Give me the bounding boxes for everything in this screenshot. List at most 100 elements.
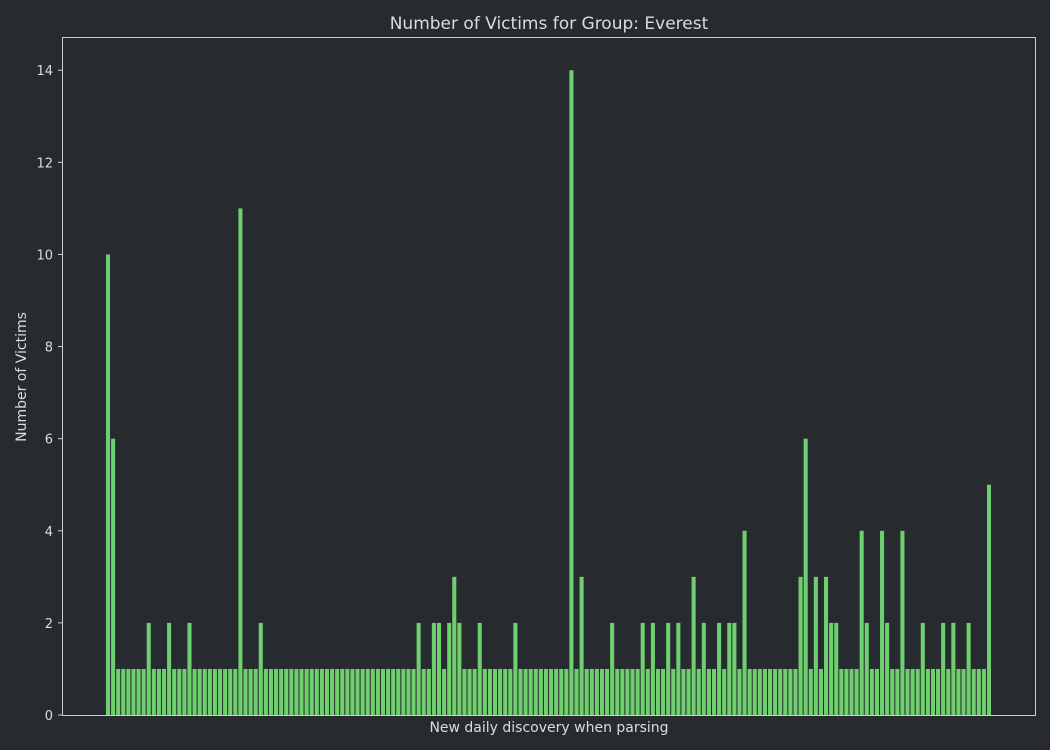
bar bbox=[498, 668, 503, 715]
bar bbox=[533, 668, 538, 715]
bar bbox=[228, 668, 233, 715]
bar bbox=[635, 668, 640, 715]
bar bbox=[793, 668, 798, 715]
bar bbox=[722, 668, 727, 715]
bar bbox=[513, 622, 518, 715]
bar bbox=[177, 668, 182, 715]
bar bbox=[197, 668, 202, 715]
bar bbox=[452, 576, 457, 715]
bar bbox=[976, 668, 981, 715]
bar bbox=[151, 668, 156, 715]
bar bbox=[956, 668, 961, 715]
bar bbox=[666, 622, 671, 715]
bar bbox=[187, 622, 192, 715]
bar bbox=[610, 622, 615, 715]
y-axis: 0 2 4 6 8 10 12 14 bbox=[36, 64, 63, 724]
bar bbox=[477, 622, 482, 715]
y-tick-label: 12 bbox=[36, 156, 53, 171]
bar bbox=[625, 668, 630, 715]
bar bbox=[655, 668, 661, 715]
bar bbox=[508, 668, 513, 715]
bar bbox=[574, 668, 579, 715]
bar bbox=[146, 622, 151, 715]
bar bbox=[671, 668, 676, 715]
bar bbox=[762, 668, 767, 715]
bar bbox=[503, 668, 508, 715]
bar bbox=[538, 668, 543, 715]
bar bbox=[615, 668, 620, 715]
bar bbox=[518, 668, 523, 715]
bar bbox=[401, 668, 406, 715]
bar bbox=[691, 576, 696, 715]
bar bbox=[767, 668, 773, 715]
bar bbox=[426, 668, 431, 715]
bar bbox=[274, 668, 279, 715]
bar bbox=[116, 668, 121, 715]
bar bbox=[844, 668, 849, 715]
bar bbox=[258, 622, 263, 715]
bar bbox=[661, 668, 666, 715]
bar bbox=[854, 668, 859, 715]
bar bbox=[263, 668, 268, 715]
bar bbox=[788, 668, 793, 715]
bar bbox=[284, 668, 289, 715]
bar bbox=[543, 668, 548, 715]
y-tick-label: 10 bbox=[36, 248, 53, 263]
bar bbox=[930, 668, 936, 715]
bar bbox=[233, 668, 238, 715]
bar bbox=[105, 254, 111, 715]
bar bbox=[829, 622, 834, 715]
bar bbox=[406, 668, 411, 715]
bar bbox=[279, 668, 284, 715]
bar bbox=[864, 622, 869, 715]
y-tick-label: 6 bbox=[45, 433, 53, 448]
bar bbox=[136, 668, 141, 715]
bar bbox=[783, 668, 788, 715]
bar bbox=[182, 668, 187, 715]
bar bbox=[961, 668, 966, 715]
bar bbox=[569, 70, 574, 716]
bar bbox=[523, 668, 528, 715]
bar bbox=[890, 668, 895, 715]
bar bbox=[706, 668, 711, 715]
bar bbox=[732, 622, 737, 715]
bars-group bbox=[105, 70, 992, 716]
bar bbox=[981, 668, 986, 715]
bar bbox=[167, 622, 172, 715]
bar bbox=[370, 668, 375, 715]
bar bbox=[212, 668, 217, 715]
bar bbox=[605, 668, 610, 715]
bar bbox=[885, 622, 890, 715]
bar bbox=[778, 668, 783, 715]
bar bbox=[472, 668, 477, 715]
bar bbox=[773, 668, 778, 715]
bar bbox=[238, 208, 243, 715]
bar bbox=[161, 668, 167, 715]
bar bbox=[447, 622, 452, 715]
bar bbox=[589, 668, 594, 715]
plot-frame bbox=[62, 37, 1036, 716]
bar bbox=[396, 668, 401, 715]
bar bbox=[314, 668, 319, 715]
bar bbox=[126, 668, 131, 715]
bar bbox=[207, 668, 212, 715]
bar bbox=[299, 668, 304, 715]
bar bbox=[345, 668, 350, 715]
chart-title: Number of Victims for Group: Everest bbox=[390, 14, 709, 34]
bar bbox=[324, 668, 330, 715]
bar bbox=[727, 622, 732, 715]
bar bbox=[717, 622, 722, 715]
bar bbox=[839, 668, 844, 715]
bar bbox=[640, 622, 645, 715]
bar bbox=[421, 668, 426, 715]
bar bbox=[986, 484, 992, 715]
bar bbox=[859, 530, 864, 715]
bar bbox=[330, 668, 335, 715]
bar bbox=[752, 668, 757, 715]
bar bbox=[156, 668, 161, 715]
bar bbox=[946, 668, 951, 715]
bar bbox=[111, 438, 116, 715]
y-tick-label: 0 bbox=[45, 709, 53, 724]
